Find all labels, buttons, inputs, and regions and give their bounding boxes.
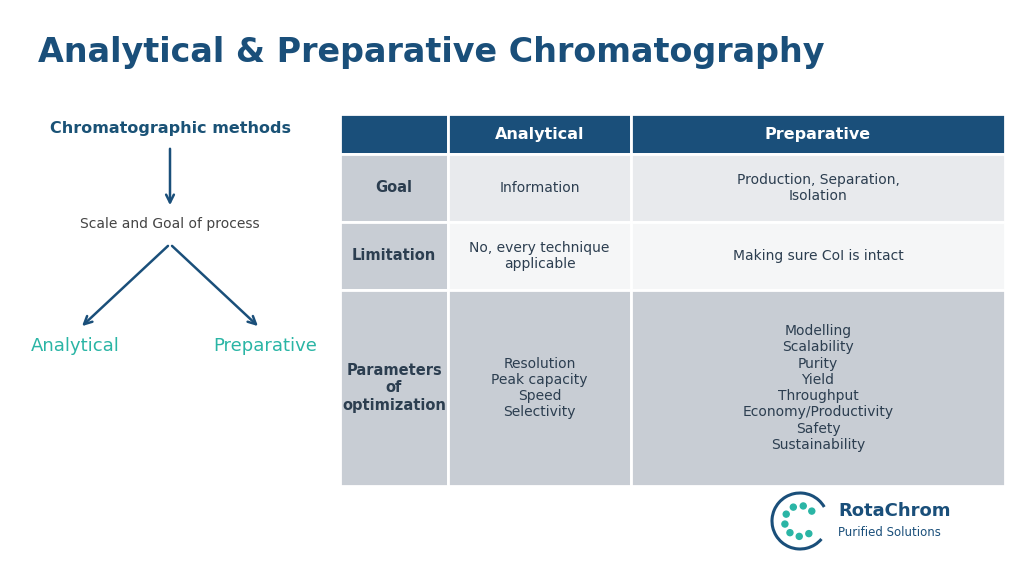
Circle shape xyxy=(782,521,787,527)
Bar xyxy=(449,114,631,154)
Bar xyxy=(449,222,631,290)
Bar xyxy=(449,154,631,222)
Text: Making sure CoI is intact: Making sure CoI is intact xyxy=(732,249,903,263)
Bar xyxy=(340,114,449,154)
Bar xyxy=(631,222,1005,290)
Text: Limitation: Limitation xyxy=(352,248,436,263)
Text: Resolution
Peak capacity
Speed
Selectivity: Resolution Peak capacity Speed Selectivi… xyxy=(492,357,588,419)
Text: Analytical: Analytical xyxy=(495,127,585,142)
Text: RotaChrom: RotaChrom xyxy=(838,502,950,520)
Text: Preparative: Preparative xyxy=(765,127,871,142)
Text: Analytical & Preparative Chromatography: Analytical & Preparative Chromatography xyxy=(38,36,824,69)
Bar xyxy=(631,154,1005,222)
Bar xyxy=(449,290,631,486)
Text: Scale and Goal of process: Scale and Goal of process xyxy=(80,217,260,231)
Text: Preparative: Preparative xyxy=(213,337,317,355)
Text: Information: Information xyxy=(500,181,580,195)
Text: Chromatographic methods: Chromatographic methods xyxy=(49,120,291,135)
Text: Production, Separation,
Isolation: Production, Separation, Isolation xyxy=(736,173,899,203)
Text: Goal: Goal xyxy=(376,180,413,195)
Bar xyxy=(340,222,449,290)
Text: Modelling
Scalability
Purity
Yield
Throughput
Economy/Productivity
Safety
Sustai: Modelling Scalability Purity Yield Throu… xyxy=(742,324,894,452)
Text: No, every technique
applicable: No, every technique applicable xyxy=(469,241,609,271)
Text: Purified Solutions: Purified Solutions xyxy=(838,526,941,540)
Text: Analytical: Analytical xyxy=(31,337,120,355)
Circle shape xyxy=(787,530,793,536)
Bar xyxy=(340,290,449,486)
Bar xyxy=(631,290,1005,486)
Circle shape xyxy=(800,503,806,509)
Circle shape xyxy=(806,530,812,537)
Bar xyxy=(340,154,449,222)
Circle shape xyxy=(791,504,797,510)
Bar xyxy=(631,114,1005,154)
Text: Parameters
of
optimization: Parameters of optimization xyxy=(342,363,445,413)
Circle shape xyxy=(783,511,790,517)
Circle shape xyxy=(809,508,815,514)
Circle shape xyxy=(797,533,802,539)
